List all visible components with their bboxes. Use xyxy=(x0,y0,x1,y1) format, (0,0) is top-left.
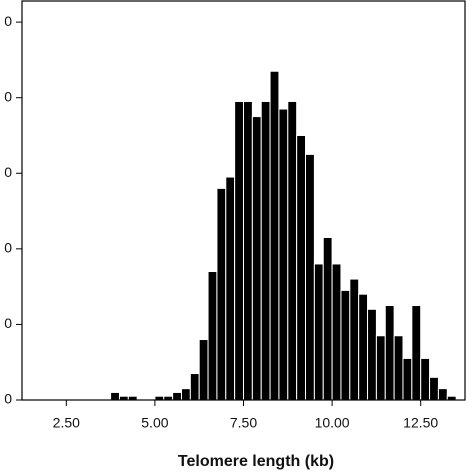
bar xyxy=(367,308,377,401)
bar xyxy=(384,305,395,401)
bar xyxy=(331,263,342,401)
bar xyxy=(411,305,422,401)
bar xyxy=(313,263,324,401)
bar xyxy=(189,373,200,401)
bar xyxy=(180,388,191,401)
x-tick-label: 2.50 xyxy=(53,415,80,431)
x-tick-label: 5.00 xyxy=(141,415,168,431)
bar xyxy=(225,176,236,401)
bar xyxy=(278,108,289,401)
bar xyxy=(207,271,218,401)
bar xyxy=(420,357,431,401)
bar xyxy=(322,237,333,401)
y-tick-label: 0 xyxy=(4,391,12,407)
bar xyxy=(269,70,280,401)
bar xyxy=(198,339,209,401)
bar xyxy=(349,278,360,401)
y-tick-label: 0 xyxy=(4,164,12,180)
bar xyxy=(234,100,244,401)
y-tick-label: 0 xyxy=(4,13,12,29)
y-tick-label: 0 xyxy=(4,240,12,256)
y-tick-label: 0 xyxy=(4,88,12,104)
bar xyxy=(358,293,369,401)
bar xyxy=(375,335,386,401)
bar xyxy=(110,391,120,401)
bar xyxy=(216,187,227,401)
x-tick-label: 7.50 xyxy=(230,415,257,431)
y-tick-label: 0 xyxy=(4,315,12,331)
bar xyxy=(243,100,253,401)
bar xyxy=(402,357,413,401)
x-tick-label: 10.00 xyxy=(315,415,350,431)
x-tick-label: 12.50 xyxy=(403,415,438,431)
bar xyxy=(393,335,404,401)
x-axis-label: Telomere length (kb) xyxy=(178,453,334,470)
bar xyxy=(437,388,448,401)
bar xyxy=(287,100,298,401)
bar xyxy=(251,116,262,401)
bar xyxy=(429,376,439,401)
bar xyxy=(260,100,271,401)
bar xyxy=(340,289,351,401)
bar xyxy=(172,391,182,401)
bar xyxy=(296,134,307,401)
bar xyxy=(305,153,315,401)
